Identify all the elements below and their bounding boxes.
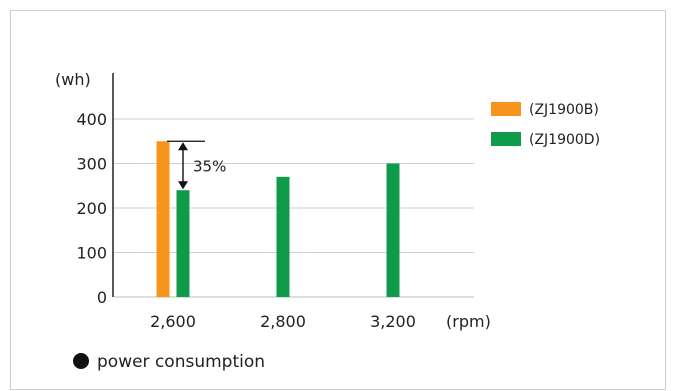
difference-annotation: 35% bbox=[167, 140, 226, 190]
bar-zj1900b-0 bbox=[156, 141, 170, 297]
legend-label: (ZJ1900D) bbox=[529, 132, 600, 148]
legend: (ZJ1900B) (ZJ1900D) bbox=[491, 102, 600, 148]
bar-zj1900d-1 bbox=[276, 176, 290, 297]
caption: power consumption bbox=[73, 352, 265, 372]
filled-circle-icon bbox=[73, 353, 89, 369]
grid-layer bbox=[113, 118, 474, 298]
y-tick-label: 200 bbox=[76, 199, 107, 218]
annotation-arrow-head-up bbox=[178, 142, 188, 151]
x-tick-label: 2,800 bbox=[260, 312, 306, 331]
annotation-arrow-head-down bbox=[178, 181, 188, 190]
legend-swatch bbox=[491, 102, 521, 116]
chart-card: 0 100 200 300 400 2,600 2,800 3,200 (wh) (rpm)… bbox=[10, 10, 666, 390]
bars-layer bbox=[156, 141, 400, 297]
y-tick-label: 100 bbox=[76, 244, 107, 263]
y-tick-label: 300 bbox=[76, 155, 107, 174]
bar-zj1900d-2 bbox=[386, 163, 400, 297]
y-tick-label: 400 bbox=[76, 110, 107, 129]
legend-label: (ZJ1900B) bbox=[529, 102, 599, 118]
x-axis-label: (rpm) bbox=[446, 312, 491, 331]
legend-swatch bbox=[491, 132, 521, 146]
y-axis-label: (wh) bbox=[55, 70, 91, 89]
x-tick-label: 2,600 bbox=[150, 312, 196, 331]
annotation-label: 35% bbox=[193, 158, 226, 176]
caption-text: power consumption bbox=[97, 352, 265, 372]
x-tick-labels: 2,600 2,800 3,200 bbox=[150, 312, 416, 331]
chart-svg: 0 100 200 300 400 2,600 2,800 3,200 (wh) (rpm)… bbox=[55, 70, 600, 372]
y-tick-labels: 0 100 200 300 400 bbox=[76, 110, 107, 307]
bar-zj1900d-0 bbox=[176, 190, 190, 297]
x-tick-label: 3,200 bbox=[370, 312, 416, 331]
y-tick-label: 0 bbox=[97, 288, 107, 307]
